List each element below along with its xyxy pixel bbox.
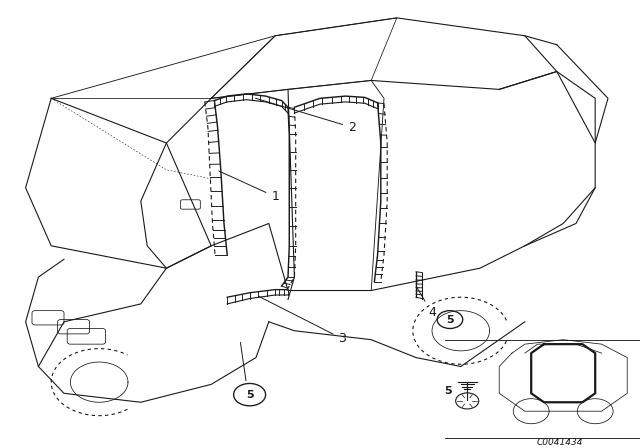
Text: 5: 5 bbox=[444, 386, 452, 396]
Text: 5: 5 bbox=[446, 314, 454, 324]
Text: C0041434: C0041434 bbox=[537, 438, 583, 447]
Text: 1: 1 bbox=[219, 171, 279, 203]
Text: 3: 3 bbox=[259, 296, 346, 345]
Text: 2: 2 bbox=[255, 98, 356, 134]
Text: 4: 4 bbox=[416, 286, 436, 319]
Text: 5: 5 bbox=[246, 390, 253, 400]
